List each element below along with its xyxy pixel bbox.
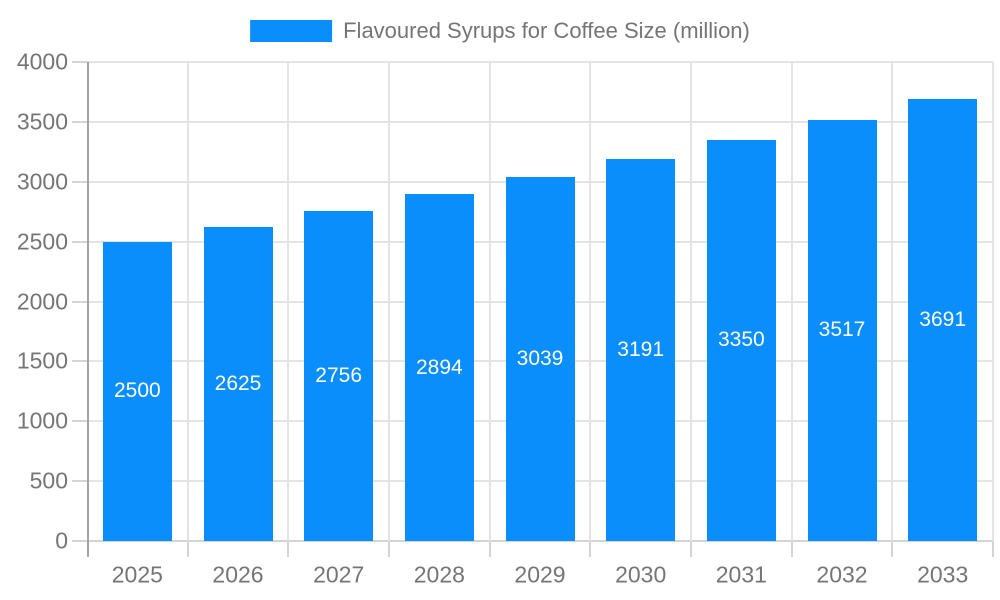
x-gridline xyxy=(992,62,994,541)
y-gridline xyxy=(87,540,993,542)
legend-swatch xyxy=(250,20,333,42)
y-axis-label: 3500 xyxy=(16,108,68,135)
y-axis-label: 1500 xyxy=(16,347,68,374)
x-gridline xyxy=(690,62,692,541)
x-gridline xyxy=(790,62,793,541)
y-tick xyxy=(72,120,87,123)
y-axis-label: 1000 xyxy=(16,407,68,434)
x-tick xyxy=(891,541,894,557)
y-axis-label: 4000 xyxy=(16,48,68,75)
x-tick xyxy=(790,541,793,557)
bar-value-label: 2500 xyxy=(113,379,161,403)
x-axis-label: 2027 xyxy=(313,561,365,588)
bar[interactable] xyxy=(706,139,776,541)
y-tick xyxy=(72,300,87,303)
y-tick xyxy=(72,180,87,183)
bar-value-label: 3191 xyxy=(617,337,665,361)
bar-value-label: 2625 xyxy=(214,371,262,395)
bar-value-label: 2894 xyxy=(415,355,463,379)
y-gridline xyxy=(87,61,993,63)
bar[interactable] xyxy=(505,177,575,541)
x-axis-label: 2030 xyxy=(615,561,667,588)
y-axis-line xyxy=(87,62,89,557)
bar[interactable] xyxy=(102,241,172,541)
plot-area: 0 500 1000 1500 2000 2500 3000 3500 4000 2500 2025… xyxy=(17,49,994,588)
x-axis-label: 2029 xyxy=(514,561,566,588)
y-axis-label: 0 xyxy=(55,527,68,554)
bar[interactable] xyxy=(908,99,978,541)
y-axis-label: 2500 xyxy=(16,228,68,255)
x-tick xyxy=(388,541,390,557)
x-gridline xyxy=(488,62,491,541)
x-axis-label: 2025 xyxy=(111,561,163,588)
bar-value-label: 3691 xyxy=(919,308,967,331)
y-tick xyxy=(72,420,87,423)
bar-value-label: 2756 xyxy=(315,363,363,387)
x-tick xyxy=(186,541,189,557)
y-axis-label: 3000 xyxy=(16,168,68,195)
y-tick xyxy=(72,61,87,63)
bar[interactable] xyxy=(606,158,676,541)
x-tick xyxy=(690,541,692,557)
x-gridline xyxy=(891,62,894,541)
legend-item[interactable]: Flavoured Syrups for Coffee Size (millio… xyxy=(250,18,750,44)
x-tick xyxy=(992,541,994,557)
bar-value-label: 3350 xyxy=(717,328,765,352)
x-tick xyxy=(589,541,592,557)
x-axis-label: 2032 xyxy=(816,561,868,588)
x-axis-label: 2031 xyxy=(715,561,767,588)
y-tick xyxy=(72,240,87,243)
bar[interactable] xyxy=(807,119,877,541)
x-gridline xyxy=(388,62,390,541)
y-tick xyxy=(72,360,87,363)
x-tick xyxy=(287,541,290,557)
bar[interactable] xyxy=(404,194,474,541)
y-tick xyxy=(72,540,87,542)
bar[interactable] xyxy=(304,210,374,541)
bar[interactable] xyxy=(203,226,273,541)
x-axis-label: 2026 xyxy=(212,561,264,588)
bar-value-label: 3517 xyxy=(818,318,866,342)
x-tick xyxy=(488,541,491,557)
y-gridline xyxy=(87,120,993,123)
x-gridline xyxy=(589,62,592,541)
x-gridline xyxy=(287,62,290,541)
x-axis-label: 2028 xyxy=(413,561,465,588)
legend-label: Flavoured Syrups for Coffee Size (millio… xyxy=(343,18,750,43)
bar-value-label: 3039 xyxy=(516,347,564,371)
y-axis-label: 2000 xyxy=(16,288,68,314)
x-gridline xyxy=(186,62,189,541)
x-axis-label: 2033 xyxy=(917,561,969,588)
y-tick xyxy=(72,480,87,483)
y-axis-label: 500 xyxy=(29,467,68,494)
